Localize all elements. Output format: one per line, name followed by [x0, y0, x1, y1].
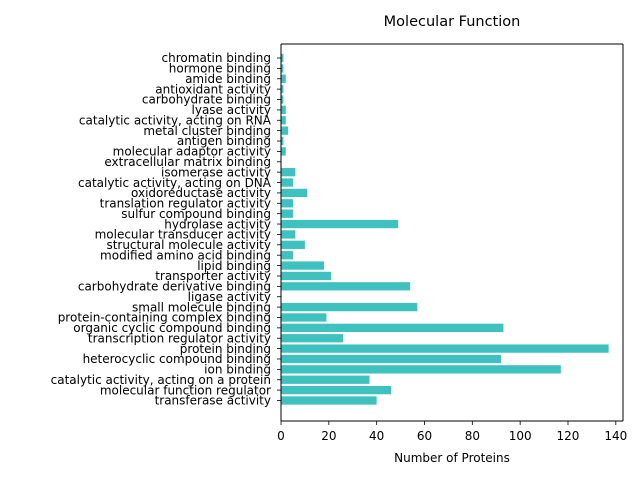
y-tick-label: antioxidant activity [155, 82, 271, 96]
x-tick-label: 100 [509, 429, 532, 443]
y-tick-label: metal cluster binding [143, 124, 271, 138]
bar [281, 344, 609, 353]
bar [281, 219, 399, 229]
bar [281, 282, 411, 291]
y-tick-label: transferase activity [155, 394, 271, 408]
bar [281, 365, 561, 374]
bar [281, 385, 392, 395]
y-tick-label: small molecule binding [132, 300, 271, 314]
bar [281, 251, 293, 260]
bar [281, 95, 284, 104]
bar [281, 313, 327, 322]
x-tick-label: 0 [277, 429, 285, 443]
x-tick-label: 40 [369, 429, 384, 443]
bar [281, 136, 284, 146]
y-tick-label: lipid binding [197, 259, 271, 273]
y-tick-label: extracellular matrix binding [104, 155, 271, 169]
y-tick-label: oxidoreductase activity [131, 186, 271, 200]
bar [281, 199, 293, 208]
y-tick-label: protein binding [180, 342, 271, 356]
y-tick-label: protein-containing complex binding [58, 311, 271, 325]
x-tick-label: 60 [417, 429, 432, 443]
x-tick-label: 80 [465, 429, 480, 443]
y-tick-label: translation regulator activity [100, 197, 271, 211]
bar [281, 84, 284, 94]
y-tick-label: hormone binding [169, 62, 271, 76]
y-tick-label: carbohydrate derivative binding [78, 280, 271, 294]
y-tick-label: chromatin binding [162, 51, 271, 65]
bar [281, 323, 504, 332]
y-tick-label: organic cyclic compound binding [73, 321, 271, 335]
bar [281, 334, 344, 343]
y-tick-label: catalytic activity, acting on a protein [51, 373, 271, 387]
y-tick-label: hydrolase activity [164, 217, 271, 231]
y-tick-label: antigen binding [177, 134, 271, 148]
bar [281, 375, 370, 384]
bar [281, 302, 418, 312]
chart-title: Molecular Function [384, 14, 521, 30]
x-axis-label: Number of Proteins [394, 451, 510, 465]
bar [281, 230, 296, 239]
x-tick-label: 20 [321, 429, 336, 443]
y-tick-label: carbohydrate binding [142, 93, 271, 107]
x-tick-label: 120 [557, 429, 580, 443]
bar [281, 126, 289, 135]
bar [281, 74, 286, 83]
y-tick-label: lyase activity [192, 103, 271, 117]
bar [281, 53, 284, 63]
y-tick-label: molecular adaptor activity [113, 145, 271, 159]
y-tick-label: molecular function regulator [100, 383, 271, 397]
bar [281, 105, 286, 115]
bar [281, 261, 325, 270]
bar [281, 147, 286, 156]
y-tick-label: ligase activity [188, 290, 271, 304]
bar [281, 209, 293, 218]
x-tick-label: 140 [604, 429, 627, 443]
x-axis-ticks: 0 20 40 60 80 100 120 140 [277, 421, 627, 443]
y-tick-label: transporter activity [155, 269, 271, 283]
bar [281, 354, 502, 364]
y-tick-label: modified amino acid binding [100, 248, 271, 262]
y-tick-label: ion binding [204, 363, 271, 377]
y-tick-label: heterocyclic compound binding [83, 352, 271, 366]
bars-group [281, 53, 609, 405]
y-tick-label: molecular transducer activity [95, 228, 271, 242]
bar [281, 271, 332, 281]
bar [281, 116, 286, 125]
y-tick-label: amide binding [185, 72, 271, 86]
bar [281, 240, 305, 249]
y-tick-label: sulfur compound binding [121, 207, 271, 221]
bar [281, 64, 284, 73]
bar [281, 188, 308, 198]
y-tick-label: transcription regulator activity [88, 331, 271, 345]
bar [281, 396, 377, 405]
y-tick-label: isomerase activity [161, 165, 271, 179]
bar [281, 168, 296, 177]
y-tick-label: structural molecule activity [106, 238, 271, 252]
y-tick-label: catalytic activity, acting on DNA [78, 176, 272, 190]
y-tick-label: catalytic activity, acting on RNA [79, 113, 272, 127]
bar [281, 178, 293, 187]
